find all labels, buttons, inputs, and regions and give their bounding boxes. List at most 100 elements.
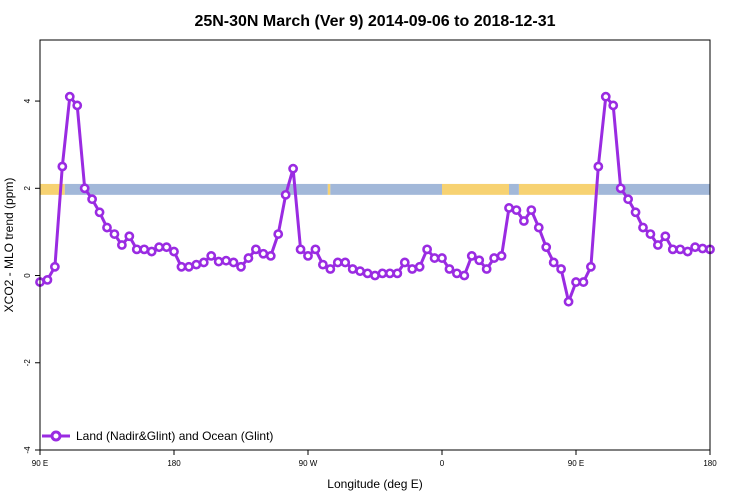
data-point	[615, 183, 626, 194]
data-point	[571, 277, 581, 287]
data-point	[459, 270, 470, 281]
data-point	[87, 194, 98, 205]
data-point	[206, 251, 217, 261]
data-point	[697, 243, 708, 254]
data-point	[593, 161, 604, 172]
data-point	[667, 244, 678, 255]
data-point	[533, 222, 544, 233]
data-point	[154, 242, 165, 253]
data-point	[623, 194, 634, 205]
x-tick-label: 90 E	[568, 459, 584, 468]
legend: Land (Nadir&Glint) and Ocean (Glint)	[42, 429, 273, 443]
x-tick-label: 180	[167, 459, 181, 468]
data-point	[42, 274, 53, 285]
y-tick-label: 2	[23, 186, 32, 191]
data-point	[295, 244, 306, 255]
data-point	[131, 244, 142, 255]
data-point	[608, 100, 619, 111]
band-segment-ocean-7	[598, 183, 710, 195]
plot-frame	[39, 39, 711, 451]
band-segment-ocean-3	[330, 183, 442, 195]
data-point	[474, 255, 485, 266]
data-point	[169, 246, 179, 257]
data-point	[675, 244, 686, 255]
data-point	[541, 242, 552, 253]
data-point	[548, 257, 559, 268]
data-point	[183, 261, 194, 272]
legend-marker-swatch	[50, 430, 62, 442]
data-point	[399, 257, 410, 268]
data-point	[191, 259, 202, 270]
y-tick-label: -2	[23, 359, 32, 367]
data-point	[258, 248, 269, 259]
y-axis-label: XCO2 - MLO trend (ppm)	[2, 178, 16, 313]
data-point	[511, 205, 522, 216]
data-point	[578, 277, 589, 287]
data-point	[437, 253, 447, 263]
data-points	[35, 91, 715, 307]
data-point	[652, 240, 663, 250]
data-point	[444, 264, 455, 274]
data-point	[556, 264, 567, 274]
data-point	[250, 244, 261, 255]
band-segment-land-6	[518, 183, 599, 195]
data-point	[146, 246, 157, 257]
data-point	[116, 240, 127, 250]
data-point	[310, 244, 321, 255]
data-point	[72, 100, 83, 111]
band-segment-land-2	[327, 183, 331, 195]
data-point	[213, 256, 224, 267]
data-point	[429, 253, 440, 263]
data-point	[451, 268, 462, 279]
data-point	[384, 268, 395, 279]
data-point	[332, 257, 343, 268]
data-point	[682, 246, 693, 257]
chart-title: 25N-30N March (Ver 9) 2014-09-06 to 2018…	[194, 13, 555, 30]
y-tick-label: 4	[23, 98, 32, 103]
data-point	[489, 253, 500, 263]
data-point	[563, 296, 574, 307]
data-point	[79, 183, 90, 194]
data-point	[518, 216, 529, 226]
y-axis-ticks: -4 -2 0 2 4	[23, 98, 40, 454]
x-tick-label: 0	[440, 459, 445, 468]
data-point	[370, 270, 380, 281]
data-point	[64, 91, 75, 102]
data-point	[124, 231, 135, 242]
data-point	[504, 203, 514, 213]
legend-label: Land (Nadir&Glint) and Ocean (Glint)	[76, 429, 273, 443]
data-point	[139, 244, 150, 255]
data-point	[645, 229, 656, 239]
data-point	[407, 264, 418, 274]
data-point	[600, 91, 611, 102]
data-point	[325, 264, 336, 274]
data-point	[422, 244, 433, 255]
x-tick-label: 180	[703, 459, 717, 468]
data-point	[102, 222, 112, 233]
data-point	[288, 163, 299, 174]
data-point	[660, 231, 671, 242]
data-point	[526, 205, 537, 216]
band-segment-land-0	[40, 183, 65, 195]
data-point	[49, 261, 60, 272]
data-point	[243, 253, 254, 263]
data-point	[340, 257, 351, 268]
data-point	[176, 261, 187, 272]
data-point	[236, 261, 246, 272]
data-point	[362, 268, 373, 279]
data-point	[481, 264, 492, 274]
x-axis-ticks: 90 E 180 90 W 0 90 E 180	[32, 450, 717, 468]
x-tick-label: 90 E	[32, 459, 48, 468]
data-point	[377, 268, 388, 279]
x-axis-label: Longitude (deg E)	[327, 477, 422, 491]
data-point	[317, 259, 328, 270]
band-segment-land-4	[442, 183, 509, 195]
data-point	[690, 242, 701, 253]
data-point	[94, 207, 105, 218]
band-segment-ocean-5	[509, 183, 519, 195]
data-point	[57, 161, 68, 172]
data-point	[221, 255, 232, 266]
data-point	[466, 251, 477, 261]
data-point	[585, 261, 596, 272]
